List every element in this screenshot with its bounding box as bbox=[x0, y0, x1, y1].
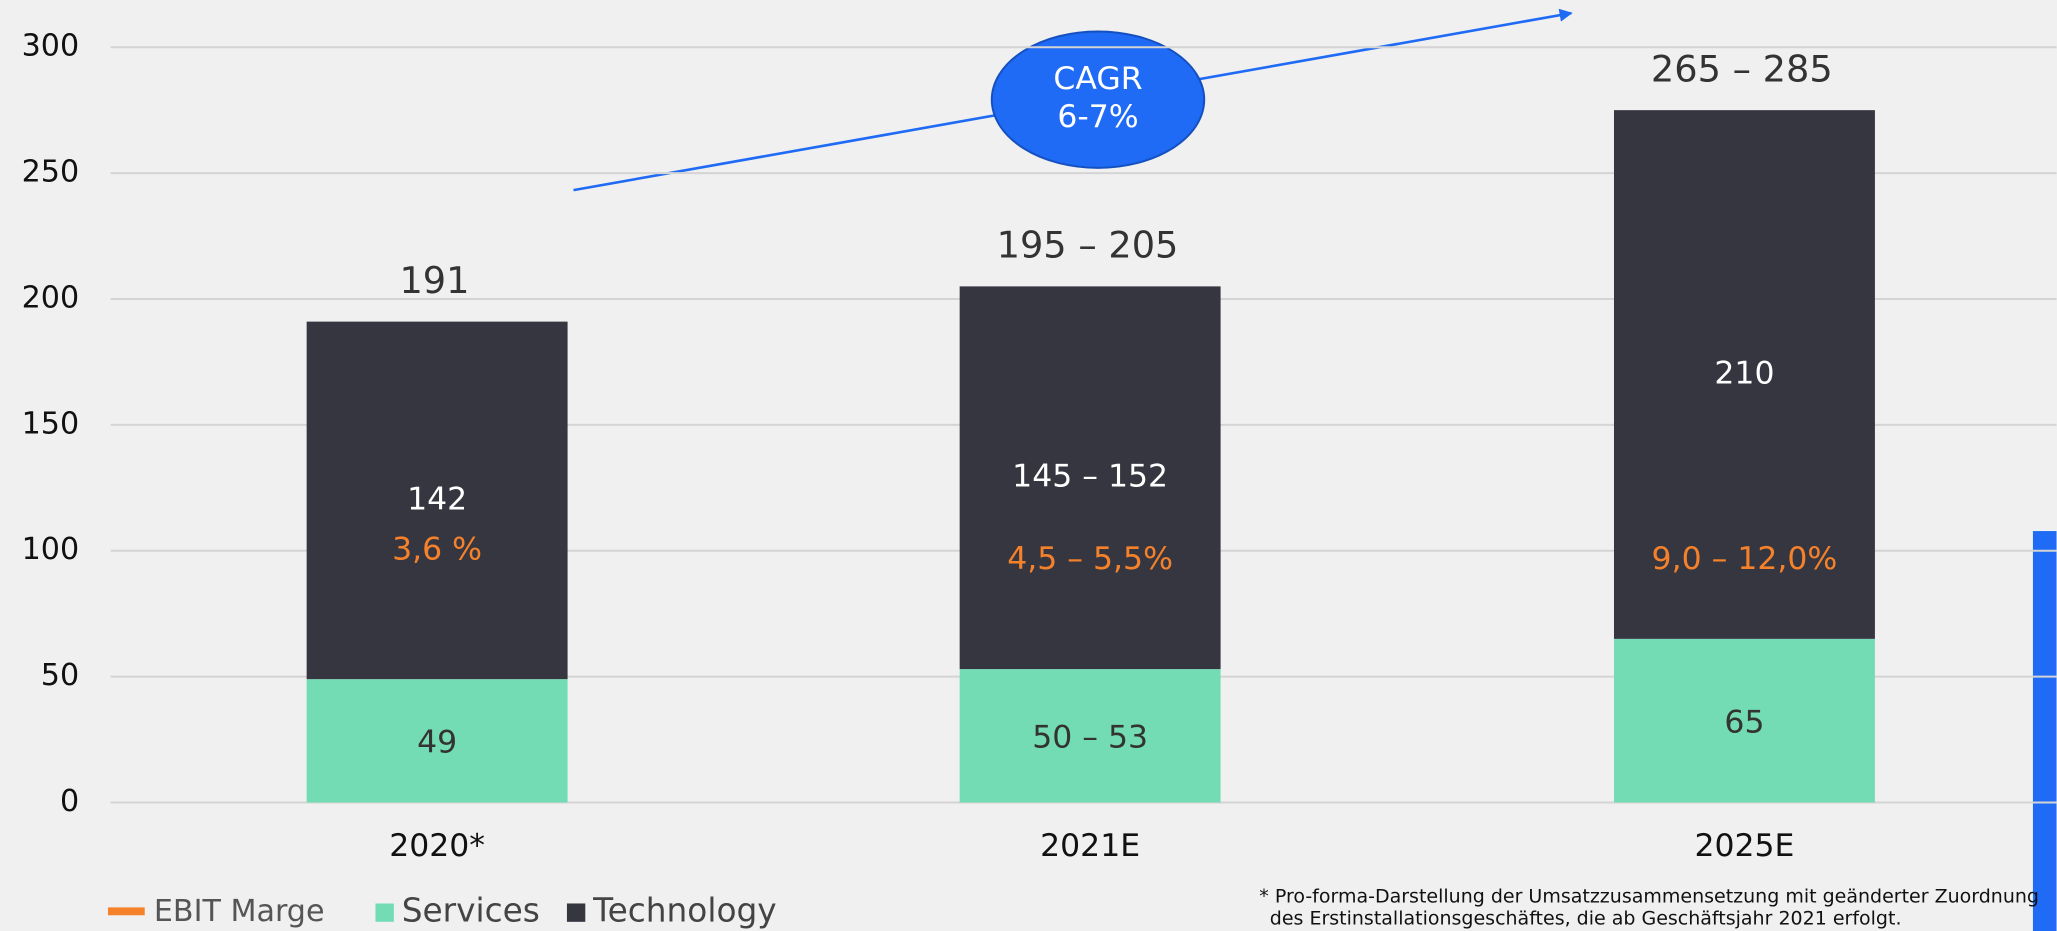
legend-label: Technology bbox=[592, 892, 777, 930]
value-label: 50 – 53 bbox=[1032, 719, 1148, 755]
cagr-value: 6-7% bbox=[1057, 99, 1138, 135]
legend-label: EBIT Marge bbox=[154, 894, 325, 929]
bar-segment bbox=[306, 679, 568, 803]
y-tick-label: 250 bbox=[22, 155, 80, 190]
y-tick-label: 300 bbox=[22, 29, 80, 64]
value-label: 145 – 152 bbox=[1012, 459, 1168, 495]
y-tick-label: 0 bbox=[60, 784, 79, 819]
x-tick-label: 2020* bbox=[389, 828, 485, 864]
total-label: 191 bbox=[399, 259, 469, 302]
x-tick-label: 2025E bbox=[1694, 828, 1794, 864]
bar-segment bbox=[1613, 110, 1875, 639]
x-tick-label: 2021E bbox=[1040, 828, 1140, 864]
y-tick-label: 100 bbox=[22, 532, 80, 567]
cagr-label: CAGR bbox=[1053, 61, 1142, 97]
legend-swatch bbox=[107, 907, 145, 916]
y-tick-label: 150 bbox=[22, 406, 80, 441]
value-label: 142 bbox=[407, 481, 467, 517]
side-panel bbox=[2032, 531, 2057, 931]
legend-label: Services bbox=[402, 892, 540, 930]
bar-segment bbox=[1613, 638, 1875, 803]
total-label: 195 – 205 bbox=[997, 224, 1179, 267]
bar-segment bbox=[959, 669, 1221, 803]
footnote: des Erstinstallationsgeschäftes, die ab … bbox=[1270, 908, 1902, 930]
y-tick-label: 50 bbox=[41, 658, 79, 693]
value-label: 210 bbox=[1714, 355, 1774, 391]
ebit-label: 3,6 % bbox=[392, 532, 482, 568]
value-label: 65 bbox=[1724, 704, 1764, 740]
legend-swatch bbox=[375, 903, 394, 922]
footnote: * Pro-forma-Darstellung der Umsatzzusamm… bbox=[1259, 885, 2039, 907]
bar-segment bbox=[959, 286, 1221, 670]
total-label: 265 – 285 bbox=[1651, 47, 1833, 90]
ebit-label: 9,0 – 12,0% bbox=[1652, 541, 1838, 577]
cagr-bubble bbox=[990, 30, 1206, 169]
y-tick-label: 200 bbox=[22, 280, 80, 315]
ebit-label: 4,5 – 5,5% bbox=[1007, 541, 1173, 577]
bar-segment bbox=[306, 321, 568, 680]
legend-swatch bbox=[566, 903, 586, 922]
value-label: 49 bbox=[417, 724, 457, 760]
